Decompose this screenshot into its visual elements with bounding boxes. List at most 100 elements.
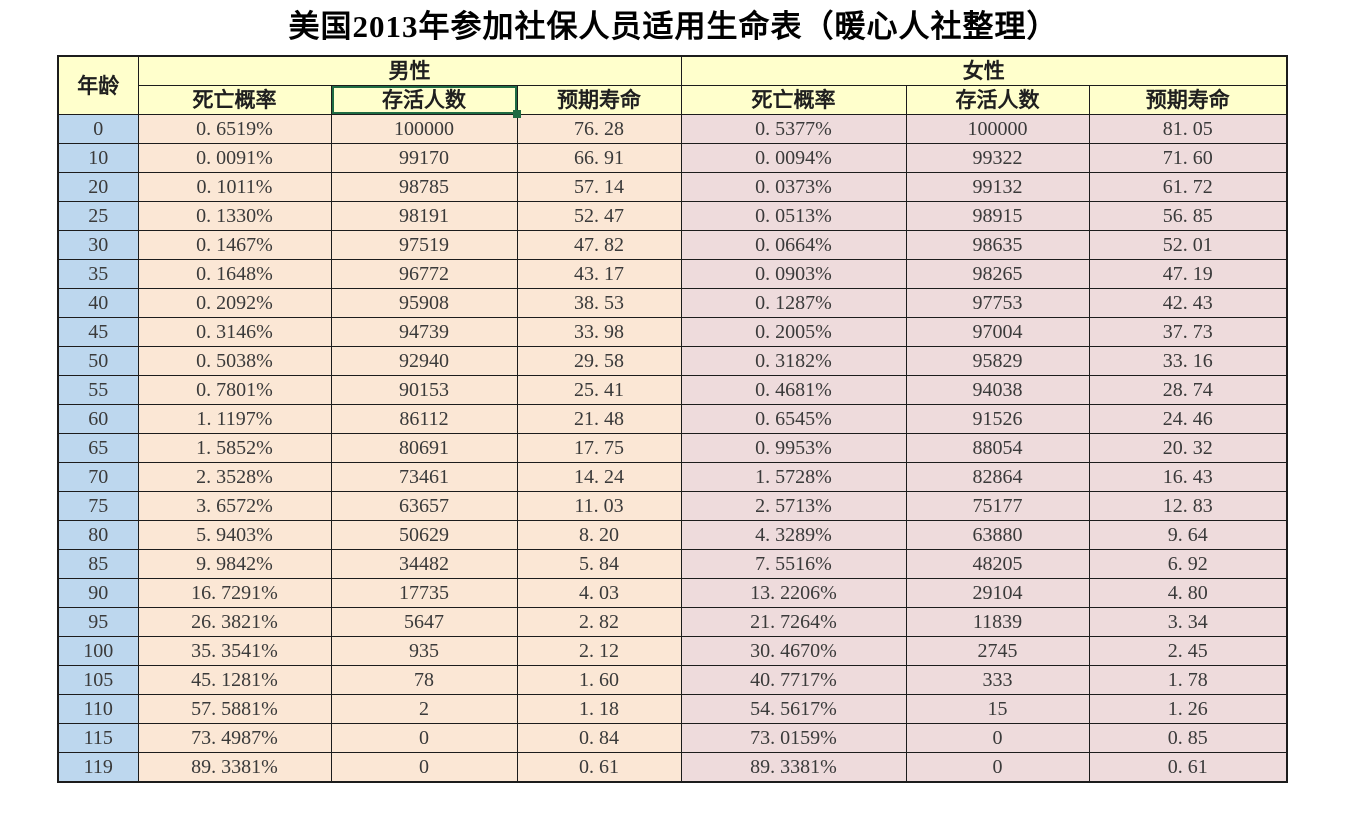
cell-male-survivors[interactable]: 95908 [330,288,518,318]
cell-female-survivors[interactable]: 95829 [905,346,1090,376]
cell-female-death-prob[interactable]: 0. 3182% [680,346,907,376]
cell-female-survivors[interactable]: 2745 [905,636,1090,666]
cell-female-survivors[interactable]: 94038 [905,375,1090,405]
cell-male-survivors[interactable]: 100000 [330,114,518,144]
cell-age[interactable]: 65 [57,433,139,463]
cell-male-survivors[interactable]: 80691 [330,433,518,463]
cell-male-death-prob[interactable]: 0. 0091% [137,143,332,173]
cell-age[interactable]: 115 [57,723,139,753]
cell-male-death-prob[interactable]: 0. 2092% [137,288,332,318]
cell-male-death-prob[interactable]: 0. 1330% [137,201,332,231]
cell-male-death-prob[interactable]: 0. 5038% [137,346,332,376]
cell-male-survivors[interactable]: 96772 [330,259,518,289]
cell-age[interactable]: 25 [57,201,139,231]
cell-male-death-prob[interactable]: 35. 3541% [137,636,332,666]
cell-male-death-prob[interactable]: 57. 5881% [137,694,332,724]
cell-male-life-expectancy[interactable]: 5. 84 [516,549,682,579]
cell-male-life-expectancy[interactable]: 66. 91 [516,143,682,173]
cell-female-life-expectancy[interactable]: 28. 74 [1088,375,1288,405]
cell-age[interactable]: 95 [57,607,139,637]
cell-female-life-expectancy[interactable]: 24. 46 [1088,404,1288,434]
cell-male-death-prob[interactable]: 5. 9403% [137,520,332,550]
cell-female-survivors[interactable]: 98265 [905,259,1090,289]
cell-female-death-prob[interactable]: 13. 2206% [680,578,907,608]
cell-male-life-expectancy[interactable]: 57. 14 [516,172,682,202]
cell-male-survivors[interactable]: 98785 [330,172,518,202]
cell-male-survivors[interactable]: 86112 [330,404,518,434]
cell-age[interactable]: 85 [57,549,139,579]
cell-male-death-prob[interactable]: 2. 3528% [137,462,332,492]
header-male-group[interactable]: 男性 [137,55,682,86]
cell-male-death-prob[interactable]: 0. 6519% [137,114,332,144]
cell-female-survivors[interactable]: 0 [905,723,1090,753]
cell-female-survivors[interactable]: 29104 [905,578,1090,608]
cell-age[interactable]: 35 [57,259,139,289]
cell-female-death-prob[interactable]: 21. 7264% [680,607,907,637]
cell-age[interactable]: 105 [57,665,139,695]
cell-age[interactable]: 70 [57,462,139,492]
cell-female-survivors[interactable]: 82864 [905,462,1090,492]
cell-male-life-expectancy[interactable]: 0. 61 [516,752,682,783]
cell-female-death-prob[interactable]: 30. 4670% [680,636,907,666]
cell-female-survivors[interactable]: 15 [905,694,1090,724]
cell-female-survivors[interactable]: 75177 [905,491,1090,521]
cell-female-life-expectancy[interactable]: 52. 01 [1088,230,1288,260]
cell-female-life-expectancy[interactable]: 12. 83 [1088,491,1288,521]
cell-female-life-expectancy[interactable]: 81. 05 [1088,114,1288,144]
cell-male-survivors[interactable]: 34482 [330,549,518,579]
cell-female-life-expectancy[interactable]: 2. 45 [1088,636,1288,666]
cell-female-life-expectancy[interactable]: 37. 73 [1088,317,1288,347]
cell-female-death-prob[interactable]: 40. 7717% [680,665,907,695]
cell-male-death-prob[interactable]: 26. 3821% [137,607,332,637]
cell-male-survivors[interactable]: 0 [330,752,518,783]
cell-male-death-prob[interactable]: 89. 3381% [137,752,332,783]
cell-female-death-prob[interactable]: 1. 5728% [680,462,907,492]
cell-male-life-expectancy[interactable]: 1. 60 [516,665,682,695]
cell-female-life-expectancy[interactable]: 0. 61 [1088,752,1288,783]
cell-age[interactable]: 80 [57,520,139,550]
cell-male-death-prob[interactable]: 0. 1648% [137,259,332,289]
header-female-life-expectancy[interactable]: 预期寿命 [1088,85,1288,115]
cell-female-death-prob[interactable]: 89. 3381% [680,752,907,783]
cell-female-death-prob[interactable]: 2. 5713% [680,491,907,521]
cell-female-death-prob[interactable]: 0. 0903% [680,259,907,289]
cell-male-death-prob[interactable]: 3. 6572% [137,491,332,521]
cell-female-life-expectancy[interactable]: 1. 26 [1088,694,1288,724]
cell-age[interactable]: 110 [57,694,139,724]
cell-male-life-expectancy[interactable]: 38. 53 [516,288,682,318]
cell-male-survivors[interactable]: 78 [330,665,518,695]
cell-female-death-prob[interactable]: 0. 4681% [680,375,907,405]
cell-age[interactable]: 100 [57,636,139,666]
cell-male-life-expectancy[interactable]: 47. 82 [516,230,682,260]
header-male-life-expectancy[interactable]: 预期寿命 [516,85,682,115]
cell-male-death-prob[interactable]: 9. 9842% [137,549,332,579]
cell-age[interactable]: 90 [57,578,139,608]
cell-male-life-expectancy[interactable]: 14. 24 [516,462,682,492]
cell-female-death-prob[interactable]: 4. 3289% [680,520,907,550]
cell-male-survivors[interactable]: 2 [330,694,518,724]
cell-female-survivors[interactable]: 48205 [905,549,1090,579]
cell-male-death-prob[interactable]: 16. 7291% [137,578,332,608]
cell-female-death-prob[interactable]: 0. 5377% [680,114,907,144]
cell-male-death-prob[interactable]: 0. 1467% [137,230,332,260]
cell-male-life-expectancy[interactable]: 17. 75 [516,433,682,463]
cell-female-survivors[interactable]: 98915 [905,201,1090,231]
cell-age[interactable]: 119 [57,752,139,783]
cell-male-life-expectancy[interactable]: 52. 47 [516,201,682,231]
cell-male-life-expectancy[interactable]: 2. 12 [516,636,682,666]
cell-female-life-expectancy[interactable]: 61. 72 [1088,172,1288,202]
cell-age[interactable]: 50 [57,346,139,376]
cell-female-survivors[interactable]: 11839 [905,607,1090,637]
cell-age[interactable]: 40 [57,288,139,318]
cell-female-survivors[interactable]: 99132 [905,172,1090,202]
cell-male-death-prob[interactable]: 0. 7801% [137,375,332,405]
header-male-death-prob[interactable]: 死亡概率 [137,85,332,115]
cell-male-survivors[interactable]: 63657 [330,491,518,521]
cell-male-life-expectancy[interactable]: 2. 82 [516,607,682,637]
cell-female-death-prob[interactable]: 0. 0664% [680,230,907,260]
cell-male-life-expectancy[interactable]: 76. 28 [516,114,682,144]
cell-female-life-expectancy[interactable]: 56. 85 [1088,201,1288,231]
cell-female-life-expectancy[interactable]: 16. 43 [1088,462,1288,492]
cell-male-life-expectancy[interactable]: 21. 48 [516,404,682,434]
cell-male-life-expectancy[interactable]: 25. 41 [516,375,682,405]
